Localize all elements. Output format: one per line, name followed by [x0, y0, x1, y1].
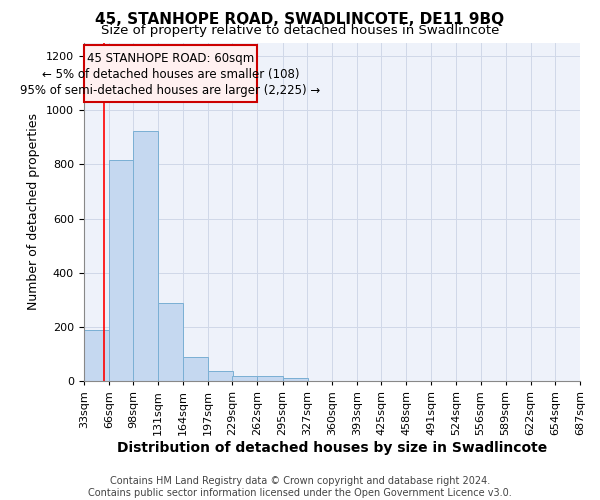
Bar	[232, 376, 257, 382]
Bar	[158, 302, 183, 382]
Bar	[133, 130, 158, 382]
Text: ← 5% of detached houses are smaller (108): ← 5% of detached houses are smaller (108…	[42, 68, 299, 81]
Bar	[283, 378, 308, 382]
Text: 45 STANHOPE ROAD: 60sqm: 45 STANHOPE ROAD: 60sqm	[87, 52, 254, 64]
Y-axis label: Number of detached properties: Number of detached properties	[28, 114, 40, 310]
Text: 45, STANHOPE ROAD, SWADLINCOTE, DE11 9BQ: 45, STANHOPE ROAD, SWADLINCOTE, DE11 9BQ	[95, 12, 505, 28]
Bar	[109, 160, 134, 382]
Text: Size of property relative to detached houses in Swadlincote: Size of property relative to detached ho…	[101, 24, 499, 37]
X-axis label: Distribution of detached houses by size in Swadlincote: Distribution of detached houses by size …	[117, 441, 547, 455]
Text: Contains HM Land Registry data © Crown copyright and database right 2024.
Contai: Contains HM Land Registry data © Crown c…	[88, 476, 512, 498]
Bar	[208, 372, 233, 382]
Bar	[257, 376, 283, 382]
Text: 95% of semi-detached houses are larger (2,225) →: 95% of semi-detached houses are larger (…	[20, 84, 321, 97]
Bar	[183, 357, 208, 382]
Bar	[84, 45, 257, 102]
Bar	[84, 330, 109, 382]
